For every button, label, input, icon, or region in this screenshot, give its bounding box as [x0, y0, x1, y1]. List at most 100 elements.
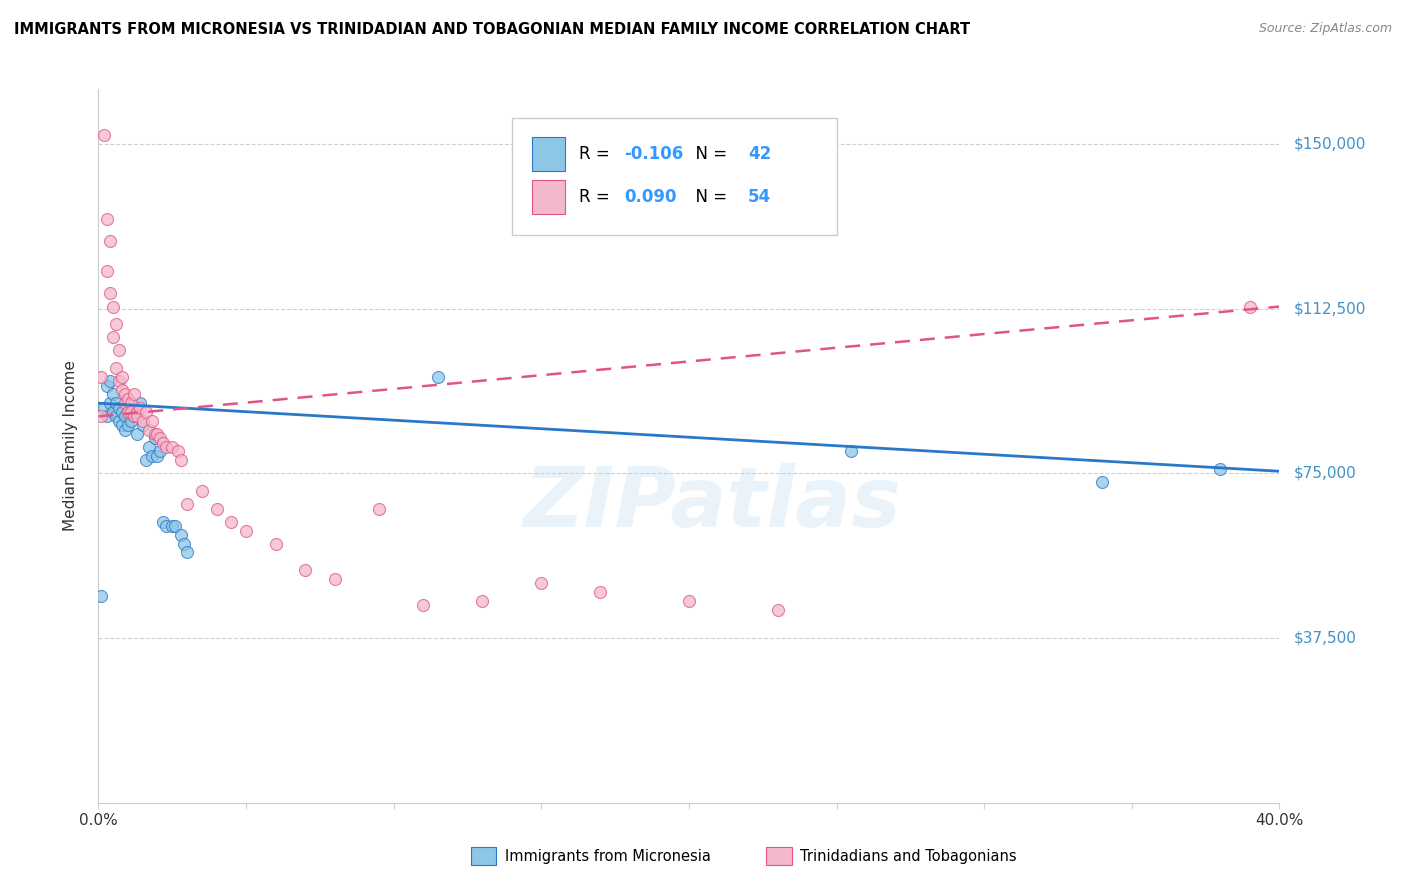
Text: $37,500: $37,500: [1294, 631, 1357, 646]
Text: R =: R =: [579, 188, 614, 206]
Point: [98, 374, 121, 388]
Point: [111, 369, 134, 384]
Point: [155, 519, 177, 533]
Point: [191, 483, 214, 498]
Point: [96, 264, 118, 278]
Text: N =: N =: [685, 145, 733, 163]
Point: [132, 418, 155, 433]
FancyBboxPatch shape: [512, 118, 837, 235]
Point: [105, 317, 128, 331]
Point: [471, 594, 494, 608]
Point: [98, 234, 121, 248]
Text: 42: 42: [748, 145, 772, 163]
Point: [103, 300, 125, 314]
Text: 0.090: 0.090: [624, 188, 676, 206]
Point: [117, 392, 139, 406]
Y-axis label: Median Family Income: Median Family Income: [63, 360, 77, 532]
Point: [170, 453, 193, 467]
Point: [152, 435, 174, 450]
Point: [98, 396, 121, 410]
Point: [219, 515, 242, 529]
Point: [117, 401, 139, 415]
Point: [138, 423, 160, 437]
Text: $75,000: $75,000: [1294, 466, 1357, 481]
Point: [167, 444, 190, 458]
Point: [120, 396, 142, 410]
Point: [125, 405, 148, 419]
Point: [117, 418, 139, 433]
Text: $112,500: $112,500: [1294, 301, 1365, 317]
Point: [162, 440, 183, 454]
Point: [294, 563, 316, 577]
Point: [146, 449, 169, 463]
Point: [105, 396, 128, 410]
Point: [135, 453, 157, 467]
Point: [111, 405, 134, 419]
Point: [427, 369, 450, 384]
Point: [122, 387, 145, 401]
Point: [766, 602, 789, 616]
Text: ZIPatlas: ZIPatlas: [523, 463, 901, 543]
Point: [128, 396, 150, 410]
Point: [122, 409, 145, 424]
Point: [120, 396, 142, 410]
Point: [152, 515, 174, 529]
Text: IMMIGRANTS FROM MICRONESIA VS TRINIDADIAN AND TOBAGONIAN MEDIAN FAMILY INCOME CO: IMMIGRANTS FROM MICRONESIA VS TRINIDADIA…: [14, 22, 970, 37]
Point: [264, 537, 287, 551]
Point: [108, 343, 131, 358]
Point: [589, 585, 612, 599]
Point: [176, 545, 198, 559]
Point: [173, 537, 195, 551]
Point: [1091, 475, 1114, 490]
Point: [108, 374, 131, 388]
Point: [141, 414, 163, 428]
Point: [111, 383, 134, 397]
Point: [155, 440, 177, 454]
Text: -0.106: -0.106: [624, 145, 683, 163]
Point: [1239, 300, 1261, 314]
Point: [235, 524, 257, 538]
Point: [105, 361, 128, 376]
FancyBboxPatch shape: [531, 137, 565, 171]
Point: [93, 401, 115, 415]
Point: [839, 444, 862, 458]
Point: [165, 519, 187, 533]
Point: [122, 409, 145, 424]
Point: [143, 431, 166, 445]
Text: 54: 54: [748, 188, 770, 206]
Point: [132, 414, 155, 428]
Point: [98, 286, 121, 301]
Point: [93, 128, 115, 143]
Point: [120, 405, 142, 419]
Point: [105, 409, 128, 424]
Point: [1209, 462, 1232, 476]
Point: [111, 418, 134, 433]
Point: [90, 369, 112, 384]
Point: [143, 426, 166, 441]
Text: N =: N =: [685, 188, 733, 206]
Point: [103, 330, 125, 344]
Point: [90, 590, 112, 604]
Point: [176, 497, 198, 511]
Point: [90, 409, 112, 424]
Point: [96, 378, 118, 392]
Point: [205, 501, 228, 516]
Point: [96, 211, 118, 226]
Point: [146, 426, 169, 441]
Point: [114, 409, 136, 424]
Point: [141, 449, 163, 463]
Point: [138, 440, 160, 454]
Point: [103, 387, 125, 401]
Point: [117, 405, 139, 419]
Text: $150,000: $150,000: [1294, 136, 1365, 152]
Point: [162, 519, 183, 533]
Point: [135, 405, 157, 419]
Point: [125, 405, 148, 419]
Text: Trinidadians and Tobagonians: Trinidadians and Tobagonians: [800, 849, 1017, 863]
Point: [114, 387, 136, 401]
Point: [412, 598, 434, 612]
Point: [170, 528, 193, 542]
Point: [530, 576, 553, 591]
Point: [108, 401, 131, 415]
Point: [103, 405, 125, 419]
